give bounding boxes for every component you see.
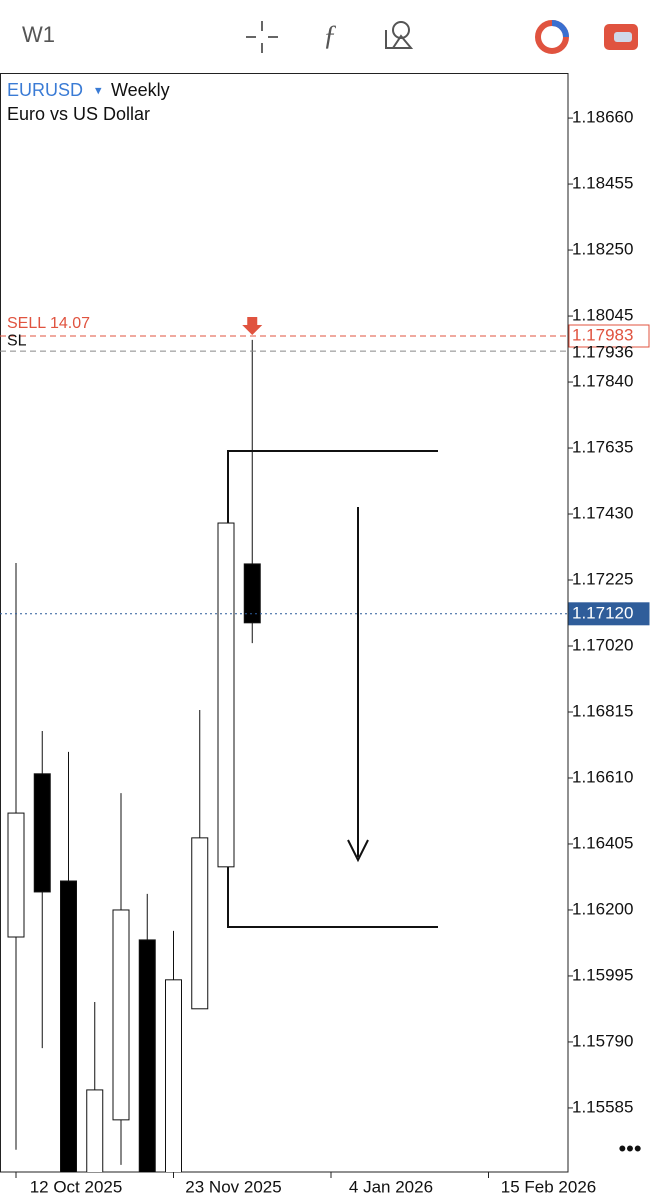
y-tick-label: 1.18045	[572, 306, 633, 325]
plot-frame	[0, 73, 569, 1173]
y-tick-label: 1.18660	[572, 108, 633, 127]
candle-body	[191, 837, 209, 1010]
level-name: SELL 14.07	[7, 315, 90, 332]
y-tick-label: 1.15585	[572, 1097, 633, 1116]
indicator-icon[interactable]: ƒ	[323, 20, 337, 51]
price-box-label: 1.17120	[572, 603, 633, 622]
price-box	[568, 324, 650, 348]
timeframe[interactable]: W1	[22, 22, 55, 47]
y-tick-label: 1.18250	[572, 240, 633, 259]
y-tick-label: 1.15995	[572, 965, 633, 984]
y-tick-label: 1.18455	[572, 174, 633, 193]
description: Euro vs US Dollar	[7, 104, 150, 124]
y-tick-label: 1.17635	[572, 438, 633, 457]
y-tick-label: 1.15790	[572, 1031, 633, 1050]
candle-body	[217, 522, 235, 868]
candle-body	[112, 909, 130, 1121]
y-tick-label: 1.17225	[572, 569, 633, 588]
price-box	[568, 602, 650, 626]
candle-body	[138, 939, 156, 1172]
crosshair-icon[interactable]	[246, 21, 278, 53]
y-tick-label: 1.16200	[572, 899, 633, 918]
plot	[7, 339, 261, 1172]
y-tick-label: 1.16405	[572, 833, 633, 852]
x-tick-label: 15 Feb 2026	[501, 1177, 596, 1196]
y-tick-label: 1.17840	[572, 372, 633, 391]
symbol[interactable]: EURUSD	[7, 80, 83, 100]
y-tick-label: 1.16815	[572, 701, 633, 720]
x-tick-label: 4 Jan 2026	[349, 1177, 433, 1196]
y-tick-label: 1.16610	[572, 767, 633, 786]
x-tick-label: 12 Oct 2025	[30, 1177, 123, 1196]
objects-icon[interactable]	[385, 21, 414, 49]
y-tick-label: 1.17020	[572, 635, 633, 654]
window-icon[interactable]	[604, 24, 638, 50]
symbol-marker[interactable]: ▾	[95, 82, 102, 97]
y-tick-label: 1.17430	[572, 504, 633, 523]
x-tick-label: 23 Nov 2025	[185, 1177, 281, 1196]
candle-body	[86, 1089, 104, 1172]
more-button[interactable]: •••	[618, 1136, 641, 1161]
price-label: 1.17936	[572, 343, 633, 362]
candle-body	[60, 880, 77, 1172]
candle-body	[165, 979, 182, 1172]
level-name: SL	[7, 332, 27, 349]
price-box-label: 1.17983	[572, 325, 633, 344]
candle-body	[243, 563, 261, 624]
trade-icon[interactable]	[535, 20, 569, 54]
drawing	[227, 450, 438, 928]
candle-body	[7, 812, 25, 938]
candle-body	[33, 773, 51, 893]
period: Weekly	[111, 80, 170, 100]
sell-marker	[242, 317, 263, 336]
